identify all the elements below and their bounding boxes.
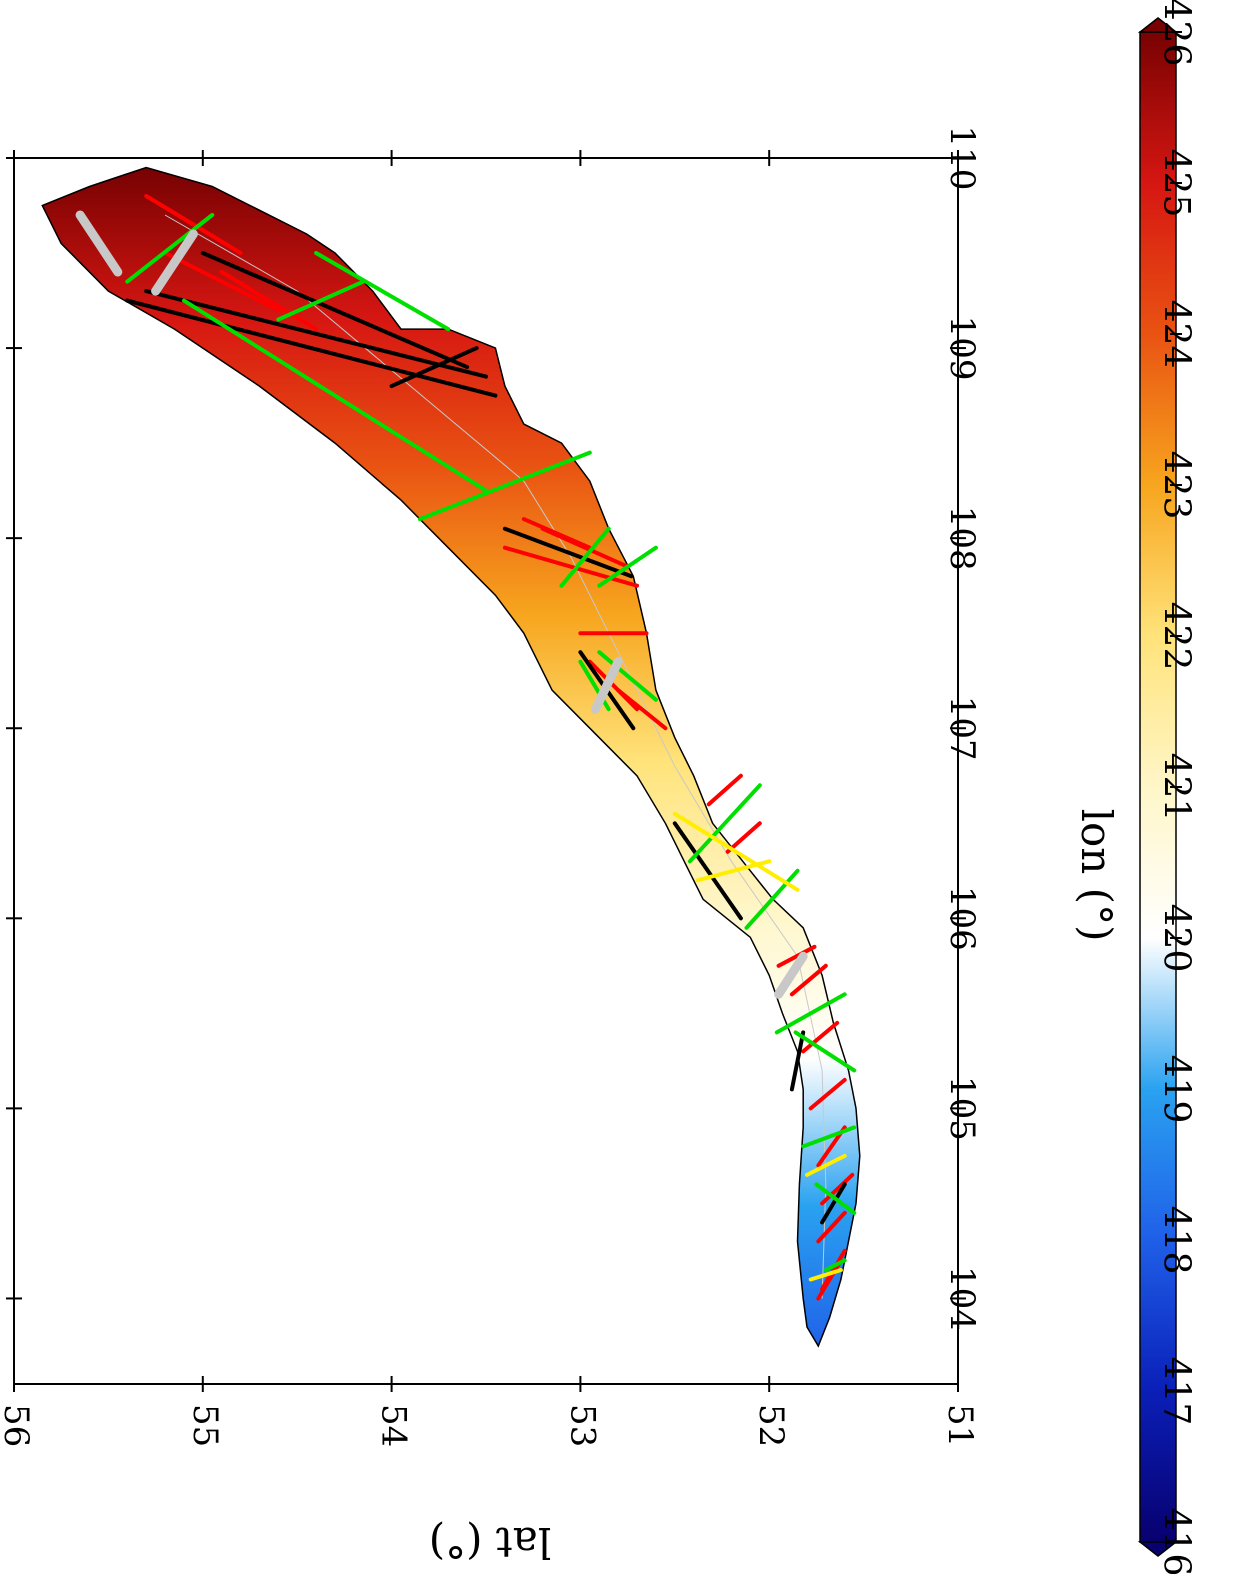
survey-track-39 xyxy=(559,526,611,588)
lake-water-body xyxy=(41,166,861,1348)
lat-ticks: 51 52 53 54 55 56 xyxy=(0,150,980,1447)
survey-track-30 xyxy=(814,1182,857,1215)
survey-track-2 xyxy=(816,1210,847,1244)
survey-track-22 xyxy=(672,821,743,921)
survey-track-33 xyxy=(774,992,847,1035)
survey-track-45 xyxy=(808,1268,843,1282)
colorbar-tick-label: 421 xyxy=(1155,753,1196,822)
survey-track-41 xyxy=(181,298,488,493)
lat-tick-label: 51 xyxy=(940,1404,980,1447)
survey-track-38 xyxy=(597,545,658,588)
gray-segment-3 xyxy=(151,229,198,296)
survey-track-35 xyxy=(687,783,762,864)
survey-track-5 xyxy=(808,1077,847,1111)
survey-track-20 xyxy=(820,1182,847,1225)
survey-track-42 xyxy=(314,251,451,332)
survey-track-48 xyxy=(695,859,772,883)
lon-tick-label: 109 xyxy=(942,316,982,381)
colorbar-tick-label: 424 xyxy=(1155,300,1196,369)
survey-track-44 xyxy=(125,213,215,284)
map-plot-area xyxy=(13,157,959,1385)
survey-track-16 xyxy=(521,517,592,550)
lon-tick-label: 108 xyxy=(942,506,982,571)
lon-tick-label: 105 xyxy=(942,1076,982,1141)
colorbar: 416 417 418 419 420 421 422 423 424 425 426 xyxy=(1137,0,1196,1574)
colorbar-tick-label: 423 xyxy=(1155,451,1196,520)
survey-track-6 xyxy=(801,1020,840,1054)
colorbar-tick-label: 425 xyxy=(1155,149,1196,218)
survey-track-21 xyxy=(789,1030,806,1092)
survey-track-19 xyxy=(144,194,243,255)
survey-track-28 xyxy=(200,251,470,370)
survey-track-18 xyxy=(163,251,281,313)
isoline-1 xyxy=(164,214,572,558)
colorbar-tick-label: 422 xyxy=(1155,602,1196,671)
lat-tick-label: 56 xyxy=(0,1404,36,1447)
survey-tracks xyxy=(125,194,857,1301)
colorbar-tick-label: 417 xyxy=(1155,1357,1196,1426)
survey-track-1 xyxy=(820,1248,847,1291)
survey-track-34 xyxy=(744,868,800,930)
survey-track-3 xyxy=(820,1172,855,1206)
y-axis-title: lat (°) xyxy=(429,1518,551,1567)
survey-track-9 xyxy=(725,821,762,854)
survey-track-43 xyxy=(276,279,366,322)
survey-track-31 xyxy=(801,1125,857,1149)
survey-track-47 xyxy=(672,811,800,892)
colorbar-tick-label: 418 xyxy=(1155,1206,1196,1275)
colorbar-tick-label: 420 xyxy=(1155,904,1196,973)
survey-track-32 xyxy=(793,1030,857,1073)
gray-survey-segments xyxy=(75,210,808,999)
lon-tick-label: 106 xyxy=(942,886,982,951)
survey-track-46 xyxy=(805,1153,847,1177)
colorbar-tick-label: 416 xyxy=(1155,1508,1196,1574)
survey-track-7 xyxy=(789,963,828,997)
survey-track-8 xyxy=(776,944,817,968)
colorbar-extend-max-arrow xyxy=(1137,17,1179,33)
colorbar-tick-label: 419 xyxy=(1155,1055,1196,1124)
survey-track-29 xyxy=(823,1258,847,1272)
survey-track-17 xyxy=(219,270,319,332)
lon-tick-label: 110 xyxy=(942,126,982,191)
survey-track-40 xyxy=(417,450,592,522)
x-axis-title: lon (°) xyxy=(1072,809,1121,942)
lon-tick-label: 104 xyxy=(942,1266,982,1331)
lon-tick-label: 107 xyxy=(942,696,982,761)
survey-track-10 xyxy=(706,773,743,807)
lat-tick-label: 54 xyxy=(374,1404,414,1447)
survey-track-25 xyxy=(125,298,498,398)
survey-track-37 xyxy=(597,650,658,702)
survey-track-14 xyxy=(502,545,639,588)
lat-tick-label: 52 xyxy=(751,1404,791,1447)
gray-segment-2 xyxy=(75,210,123,277)
lat-tick-label: 53 xyxy=(562,1404,602,1447)
gray-segment-1 xyxy=(591,657,623,714)
colorbar-ticks: 416 417 418 419 420 421 422 423 424 425 426 xyxy=(1155,0,1196,1574)
survey-track-12 xyxy=(587,659,639,712)
colorbar-tick-label: 426 xyxy=(1155,0,1196,66)
gray-segment-0 xyxy=(774,951,808,999)
lon-ticks: 104 105 106 107 108 109 110 xyxy=(6,126,982,1331)
colorbar-extend-min-arrow xyxy=(1137,1541,1179,1557)
survey-track-26 xyxy=(144,289,488,379)
survey-track-27 xyxy=(389,346,479,389)
survey-track-24 xyxy=(502,526,634,579)
lat-tick-label: 55 xyxy=(185,1404,225,1447)
